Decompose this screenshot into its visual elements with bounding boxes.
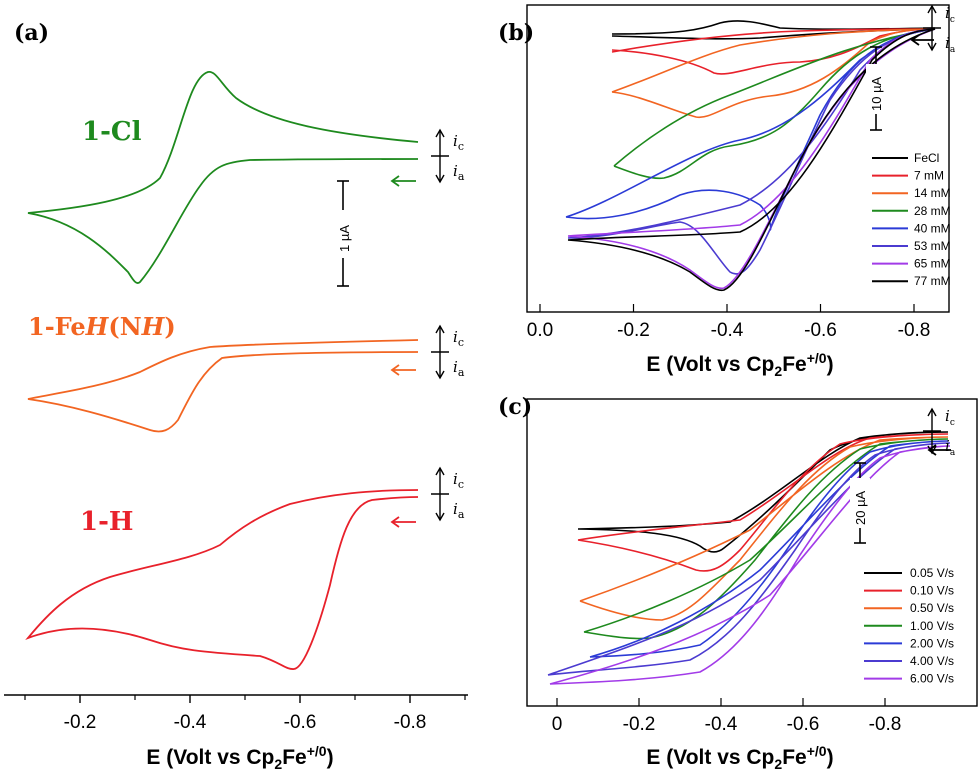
arrow-left-icon xyxy=(390,175,400,187)
panel-b-xtick-label: -0.4 xyxy=(711,320,744,341)
arrow-down-icon xyxy=(435,370,445,380)
arrow-down-icon xyxy=(435,174,445,184)
label-1-Cl: 1-Cl xyxy=(82,117,142,147)
1-FeHNH-curve xyxy=(27,339,419,433)
panel-c-legend-label: 0.05 V/s xyxy=(910,566,954,580)
panel-c-curves xyxy=(547,431,951,685)
panel-c-legend-label: 0.10 V/s xyxy=(910,584,954,598)
panel-b-legend-label: 14 mM xyxy=(914,186,951,200)
panel-c-curve-6.00 xyxy=(549,445,951,685)
panel-b-legend-label: 53 mM xyxy=(914,239,951,253)
panel-c-legend-label: 2.00 V/s xyxy=(910,636,954,650)
panel-b-legend: FeCl 7 mM 14 mM 28 mM 40 mM 53 mM 65 mM 77 mM xyxy=(872,151,951,288)
panel-b-curves xyxy=(565,20,936,292)
panel-b-legend-label: 7 mM xyxy=(914,169,944,183)
panel-a-xtick-label: -0.4 xyxy=(174,712,207,733)
panel-c-xtick-label: -0.2 xyxy=(623,714,656,735)
panel-a-label: (a) xyxy=(14,20,49,46)
panel-a-x-axis: -0.2 -0.4 -0.6 -0.8 E (Volt vs Cp2Fe+/0) xyxy=(4,694,468,772)
panel-c-axes: 0 -0.2 -0.4 -0.6 -0.8 E (Volt vs Cp2Fe+/0) xyxy=(526,398,978,772)
panel-c-scale-bar: 20 µA xyxy=(850,462,870,544)
panel-b-label: (b) xyxy=(498,20,534,46)
arrow-up-icon xyxy=(435,128,445,138)
panel-b-curve-77-mM xyxy=(567,28,936,292)
arrow-left-icon xyxy=(390,364,400,376)
anodic-current-label: ia xyxy=(453,162,465,183)
panel-c-xtick-label: -0.8 xyxy=(869,714,902,735)
panel-c-frame xyxy=(526,398,978,707)
cathodic-current-label: ic xyxy=(453,470,464,491)
cathodic-current-label: ic xyxy=(453,328,464,349)
arrow-down-icon xyxy=(435,512,445,522)
1-H-curve xyxy=(25,489,419,670)
panel-b-x-title: E (Volt vs Cp2Fe+/0) xyxy=(646,350,833,379)
panel-c-legend-label: 1.00 V/s xyxy=(910,619,954,633)
label-1-H: 1-H xyxy=(80,507,133,537)
panel-a-xtick-label: -0.2 xyxy=(64,712,97,733)
panel-c-curve-0.05 xyxy=(577,431,949,553)
panel-c-curve-0.50 xyxy=(579,436,949,621)
arrow-up-icon xyxy=(435,324,445,334)
arrow-left-icon xyxy=(910,34,920,46)
arrow-up-icon xyxy=(435,466,445,476)
panel-b-xtick-label: -0.2 xyxy=(617,320,650,341)
panel-c-legend-label: 0.50 V/s xyxy=(910,601,954,615)
panel-c-curve-1.00 xyxy=(583,438,949,640)
panel-a-xtick-label: -0.6 xyxy=(284,712,317,733)
arrow-left-icon xyxy=(927,444,937,456)
anodic-current-label: ia xyxy=(453,500,465,521)
arrow-up-icon xyxy=(927,4,937,14)
panel-b-xtick-label: -0.8 xyxy=(898,320,931,341)
panel-c-xtick-label: -0.6 xyxy=(787,714,820,735)
panel-c-scale-label: 20 µA xyxy=(853,490,868,525)
panel-c-x-title: E (Volt vs Cp2Fe+/0) xyxy=(646,743,833,772)
panel-b-xtick-label: 0.0 xyxy=(527,320,553,341)
panel-c-legend-label: 6.00 V/s xyxy=(910,672,954,686)
arrow-up-icon xyxy=(927,407,937,417)
panel-a-xtick-label: -0.8 xyxy=(394,712,427,733)
panel-c-legend: 0.05 V/s 0.10 V/s 0.50 V/s 1.00 V/s 2.00 V/s… xyxy=(864,566,954,686)
panel-b-curve-28-mM xyxy=(613,28,936,180)
panel-a-curves xyxy=(25,71,419,670)
anodic-current-label: ia xyxy=(945,34,956,55)
panel-c-curve-2.00 xyxy=(589,440,949,658)
anodic-current-label: ia xyxy=(453,358,465,379)
anodic-current-label: ia xyxy=(945,437,956,458)
panel-c-xtick-label: 0 xyxy=(552,714,563,735)
panel-b-axes: 0.0 -0.2 -0.4 -0.6 -0.8 E (Volt vs Cp2Fe+/0) xyxy=(526,4,950,379)
panel-b-legend-label: 65 mM xyxy=(914,257,951,271)
label-1-FeHNH: 1-FeH(NH) xyxy=(28,312,176,341)
cathodic-current-label: ic xyxy=(945,4,955,25)
panel-c-legend-label: 4.00 V/s xyxy=(910,654,954,668)
cathodic-current-label: ic xyxy=(945,407,955,428)
panel-b-legend-label: FeCl xyxy=(914,151,939,165)
panel-c-curve-4.00 xyxy=(547,442,951,676)
panel-b-legend-label: 40 mM xyxy=(914,221,951,235)
current-direction-markers: ic ia ic ia ic ia ic ia ic ia xyxy=(390,4,956,528)
panel-a-scale-bar: 1 µA xyxy=(333,180,353,287)
panel-c-curve-0.10 xyxy=(577,433,949,572)
1-Cl-curve xyxy=(27,71,419,284)
panel-c-xtick-label: -0.4 xyxy=(705,714,738,735)
panel-b-legend-label: 28 mM xyxy=(914,204,951,218)
arrow-down-icon xyxy=(927,42,937,52)
panel-b-frame xyxy=(526,4,950,313)
panel-b-scale-label: 10 µA xyxy=(869,76,884,111)
panel-b-xtick-label: -0.6 xyxy=(804,320,837,341)
panel-b-legend-label: 77 mM xyxy=(914,274,951,288)
arrow-left-icon xyxy=(390,516,400,528)
panel-a-scale-label: 1 µA xyxy=(337,225,352,252)
cathodic-current-label: ic xyxy=(453,132,464,153)
panel-b-scale-bar: 10 µA xyxy=(866,46,886,131)
panel-b-curve-14-mM xyxy=(611,28,936,119)
panel-a-x-title: E (Volt vs Cp2Fe+/0) xyxy=(146,743,333,772)
